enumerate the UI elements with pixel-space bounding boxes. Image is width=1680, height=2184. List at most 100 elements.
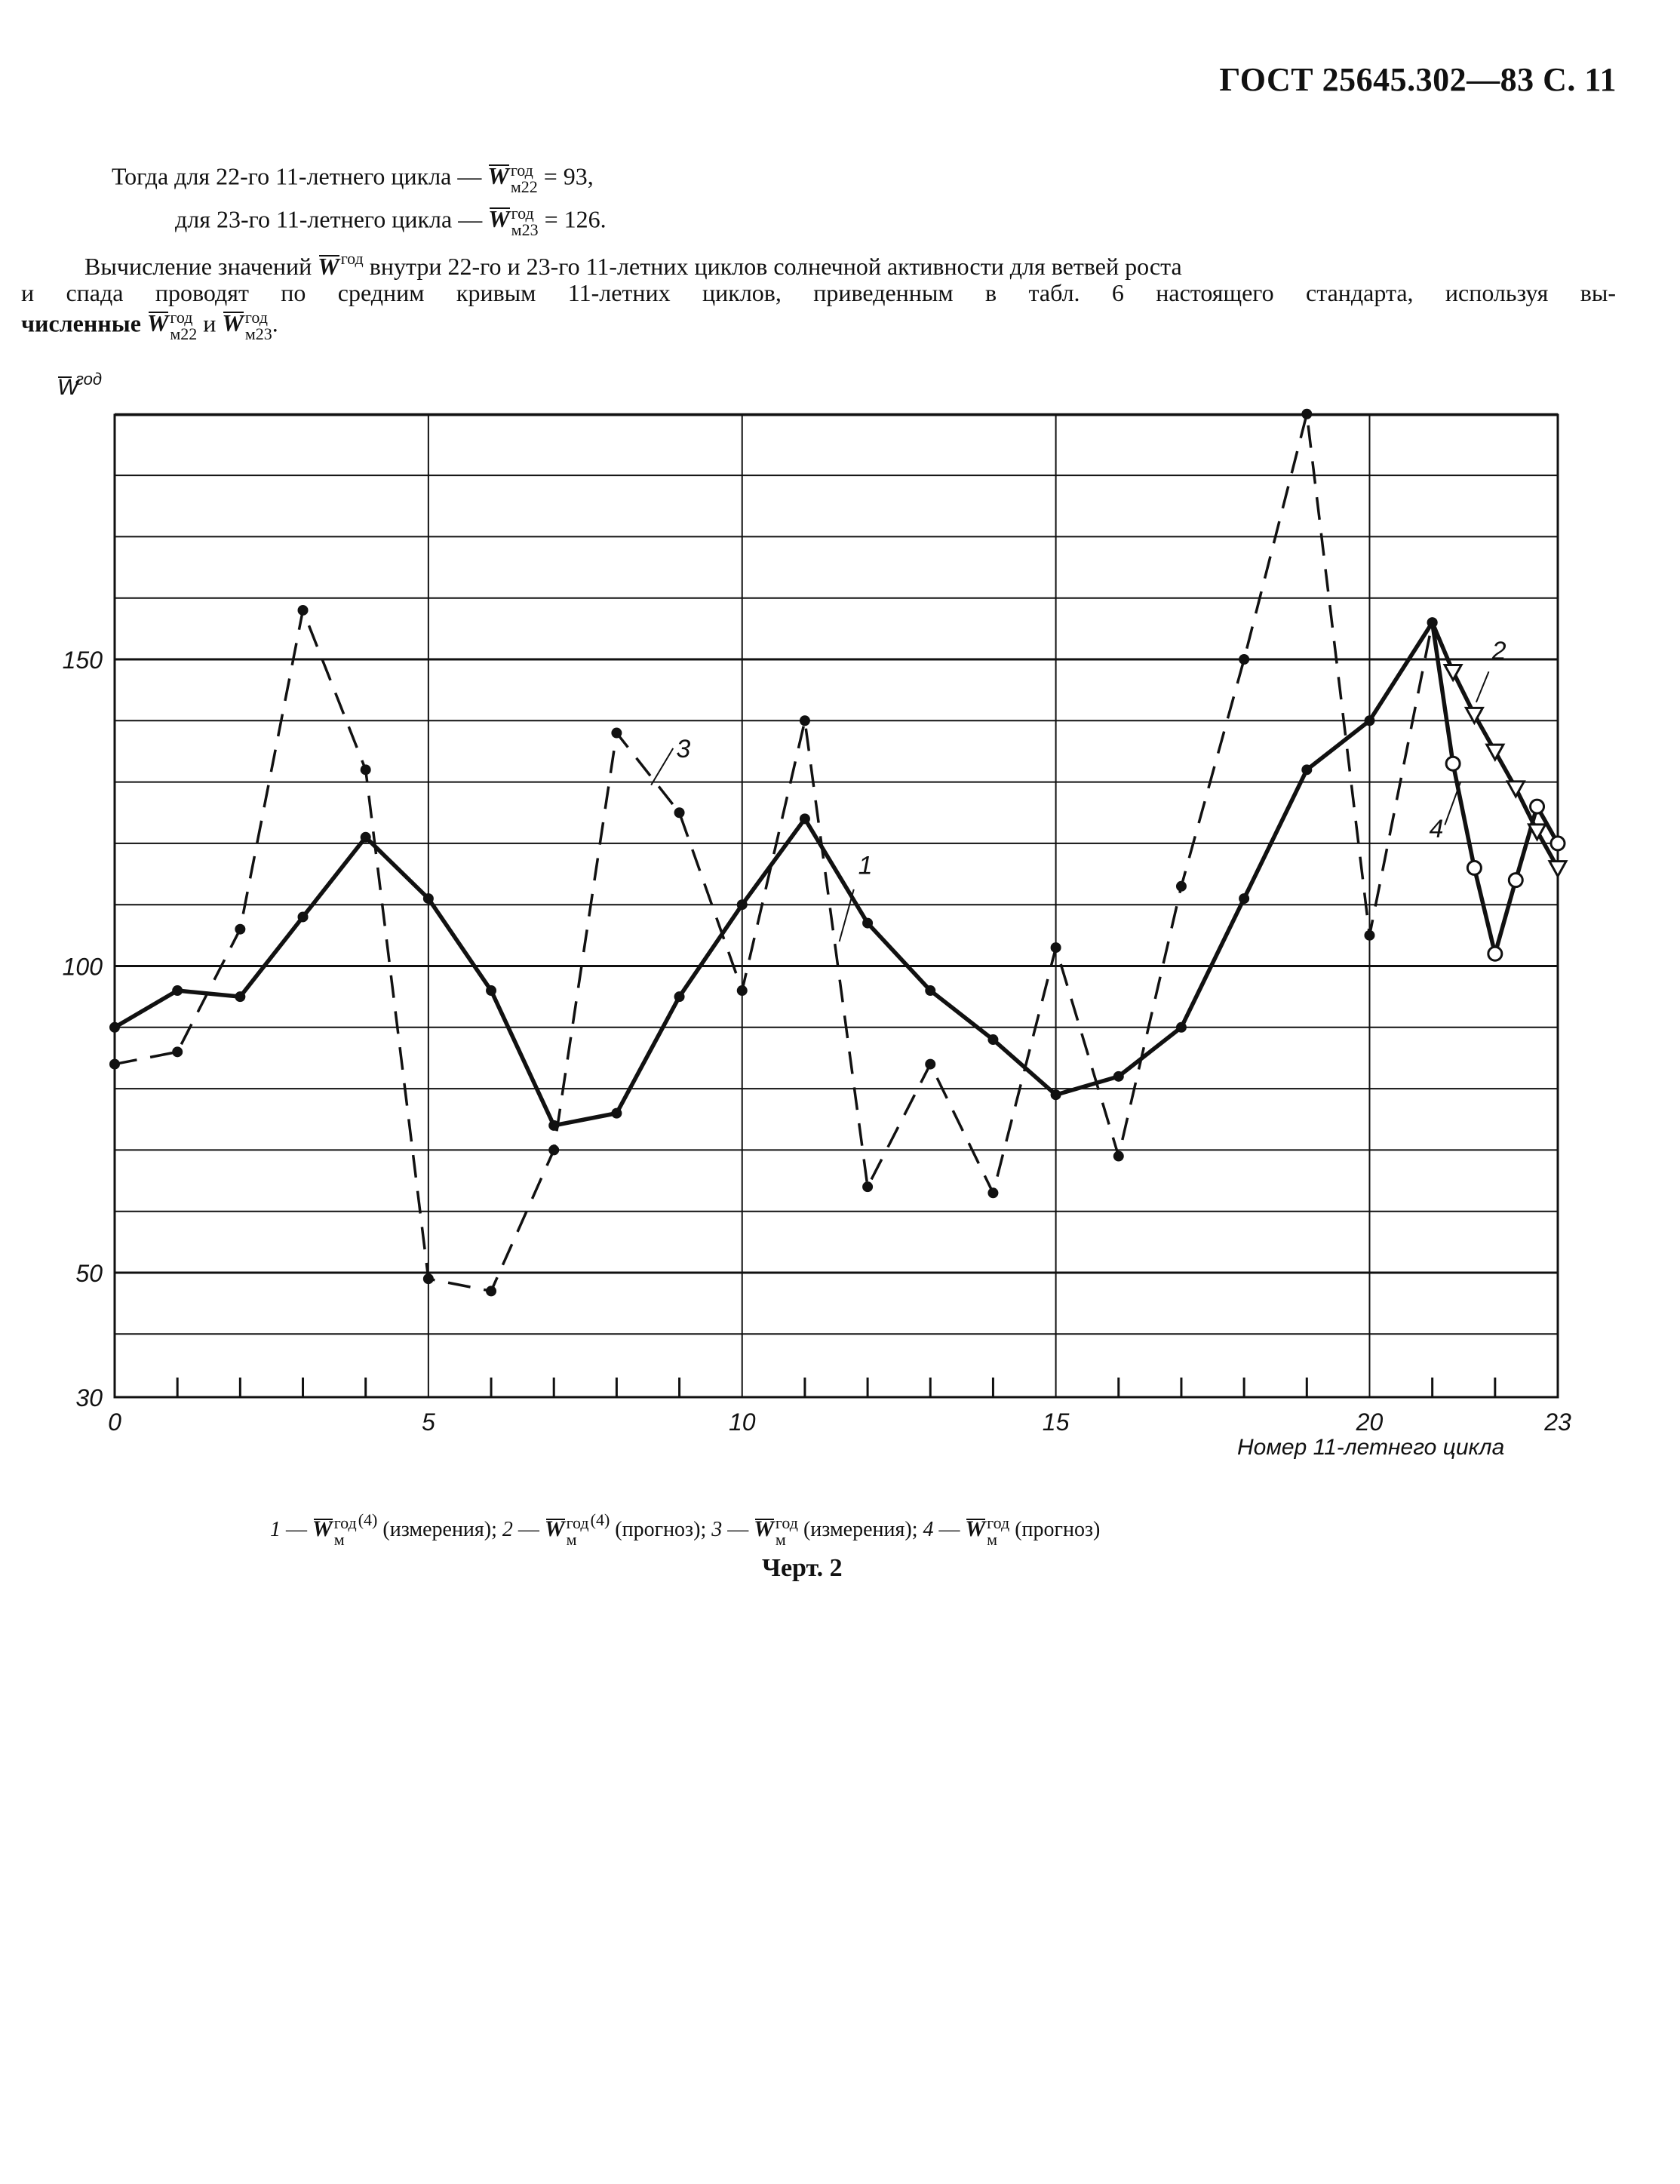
x-tick-label: 23 <box>1543 1408 1571 1436</box>
sub-m: м <box>775 1529 786 1549</box>
data-point-s1 <box>1239 893 1250 905</box>
chart-series <box>113 413 1560 1293</box>
data-point-s1 <box>736 899 748 911</box>
data-point-s3 <box>1427 617 1438 628</box>
line2-value: = 126. <box>544 205 607 233</box>
data-point-s3 <box>925 1058 936 1070</box>
data-point-s3 <box>1239 654 1250 665</box>
x-tick-label: 20 <box>1356 1408 1384 1436</box>
data-point-s1 <box>1364 715 1375 726</box>
y-tick-label: 50 <box>75 1260 103 1287</box>
sub-m23: м23 <box>244 324 272 343</box>
sup-god: год <box>775 1513 798 1532</box>
data-point-s1 <box>799 813 810 825</box>
legend-idx4: (4) <box>358 1510 378 1529</box>
data-point-s3 <box>674 807 685 819</box>
plot-border <box>113 413 1559 1399</box>
series-callout-leader <box>838 889 855 942</box>
data-point-s1 <box>611 1107 622 1119</box>
chart-callouts: 1 2 3 4 <box>650 637 1506 942</box>
data-point-s1 <box>360 831 371 843</box>
data-point-s1 <box>1113 1070 1124 1082</box>
data-point-s3 <box>862 1181 874 1193</box>
data-point-s1 <box>548 1120 560 1131</box>
data-point-s4 <box>1466 859 1482 876</box>
paragraph-line-1: Вычисление значений Wгод внутри 22-го и … <box>84 249 1616 281</box>
series-line-1 <box>113 621 1434 1128</box>
chart-frame <box>113 413 1559 1399</box>
x-axis-label: Номер 11-летнего цикла <box>1237 1435 1504 1460</box>
data-point-s3 <box>172 1046 183 1058</box>
data-point-s4 <box>1507 872 1524 889</box>
series-callout-leader <box>1475 671 1490 703</box>
data-point-s1 <box>674 991 685 1003</box>
w-symbol: W <box>222 309 244 337</box>
w-symbol: W <box>318 253 340 280</box>
data-point-s4 <box>1529 798 1546 815</box>
x-tick-label: 0 <box>108 1408 121 1436</box>
data-point-s3 <box>1050 942 1061 954</box>
legend-sep: — <box>722 1518 754 1541</box>
sup-god: год <box>170 308 193 327</box>
sub-m: м <box>566 1529 577 1549</box>
y-axis-label: W год <box>57 370 102 400</box>
data-point-s1 <box>987 1034 999 1046</box>
para-a: Вычисление значений <box>84 253 312 280</box>
data-point-s4 <box>1549 835 1566 852</box>
data-point-s3 <box>1301 408 1313 419</box>
w-symbol: W <box>544 1516 565 1541</box>
data-point-s1 <box>297 911 309 923</box>
y-axis-label-w: W <box>57 375 81 400</box>
figure-caption: Черт. 2 <box>762 1554 843 1582</box>
data-point-s2 <box>1547 860 1568 879</box>
data-point-s1 <box>486 985 497 997</box>
data-point-s3 <box>109 1058 120 1070</box>
legend-n2: 2 <box>502 1518 513 1541</box>
series-line-3 <box>114 413 1434 1293</box>
y-tick-label: 30 <box>75 1384 103 1411</box>
data-point-s1 <box>235 991 246 1003</box>
series-callout-1: 1 <box>858 852 873 880</box>
line1-value: = 93, <box>543 162 594 190</box>
data-point-s1 <box>172 985 183 997</box>
line2-prefix: для 23-го 11-летнего цикла — <box>175 205 483 233</box>
data-point-s1 <box>862 917 874 929</box>
legend-n3: 3 <box>711 1518 723 1541</box>
legend-t4: (прогноз) <box>1015 1518 1101 1541</box>
w-symbol: W <box>754 1516 774 1541</box>
sup-god: год <box>244 308 268 327</box>
para-b: внутри 22-го и 23-го 11-летних циклов со… <box>369 253 1182 280</box>
data-point-s2 <box>1527 823 1548 842</box>
chart-markers <box>109 408 1568 1297</box>
sub-m22: м22 <box>510 177 538 196</box>
sup-god: год <box>333 1513 357 1532</box>
data-point-s3 <box>360 764 371 776</box>
para-and: и <box>203 309 217 337</box>
data-point-s2 <box>1463 706 1485 726</box>
data-point-s3 <box>1175 880 1187 892</box>
sub-m: м <box>333 1529 345 1549</box>
data-point-s1 <box>109 1021 120 1033</box>
w-symbol: W <box>312 1516 333 1541</box>
legend-n1: 1 <box>270 1518 281 1541</box>
data-point-s3 <box>736 985 748 997</box>
data-point-s3 <box>987 1187 999 1199</box>
series-callout-leader <box>650 748 674 786</box>
legend-t3: (измерения); <box>803 1518 918 1541</box>
w-symbol: W <box>146 309 169 337</box>
data-point-s1 <box>925 985 936 997</box>
para-c: численные <box>21 309 141 337</box>
data-point-s3 <box>799 715 810 726</box>
series-callout-2: 2 <box>1491 637 1506 665</box>
chart-ticks: 0 5 10 15 20 23 30 50 100 150 <box>63 647 1571 1436</box>
sub-m22: м22 <box>170 324 198 343</box>
series-callout-3: 3 <box>676 735 690 763</box>
x-tick-label: 10 <box>729 1408 756 1436</box>
sup-god: год <box>511 204 534 223</box>
w-symbol: W <box>488 205 511 233</box>
data-point-s3 <box>1113 1150 1124 1162</box>
data-point-s4 <box>1487 945 1503 962</box>
y-tick-label: 100 <box>63 954 103 981</box>
data-point-s3 <box>422 1273 434 1285</box>
